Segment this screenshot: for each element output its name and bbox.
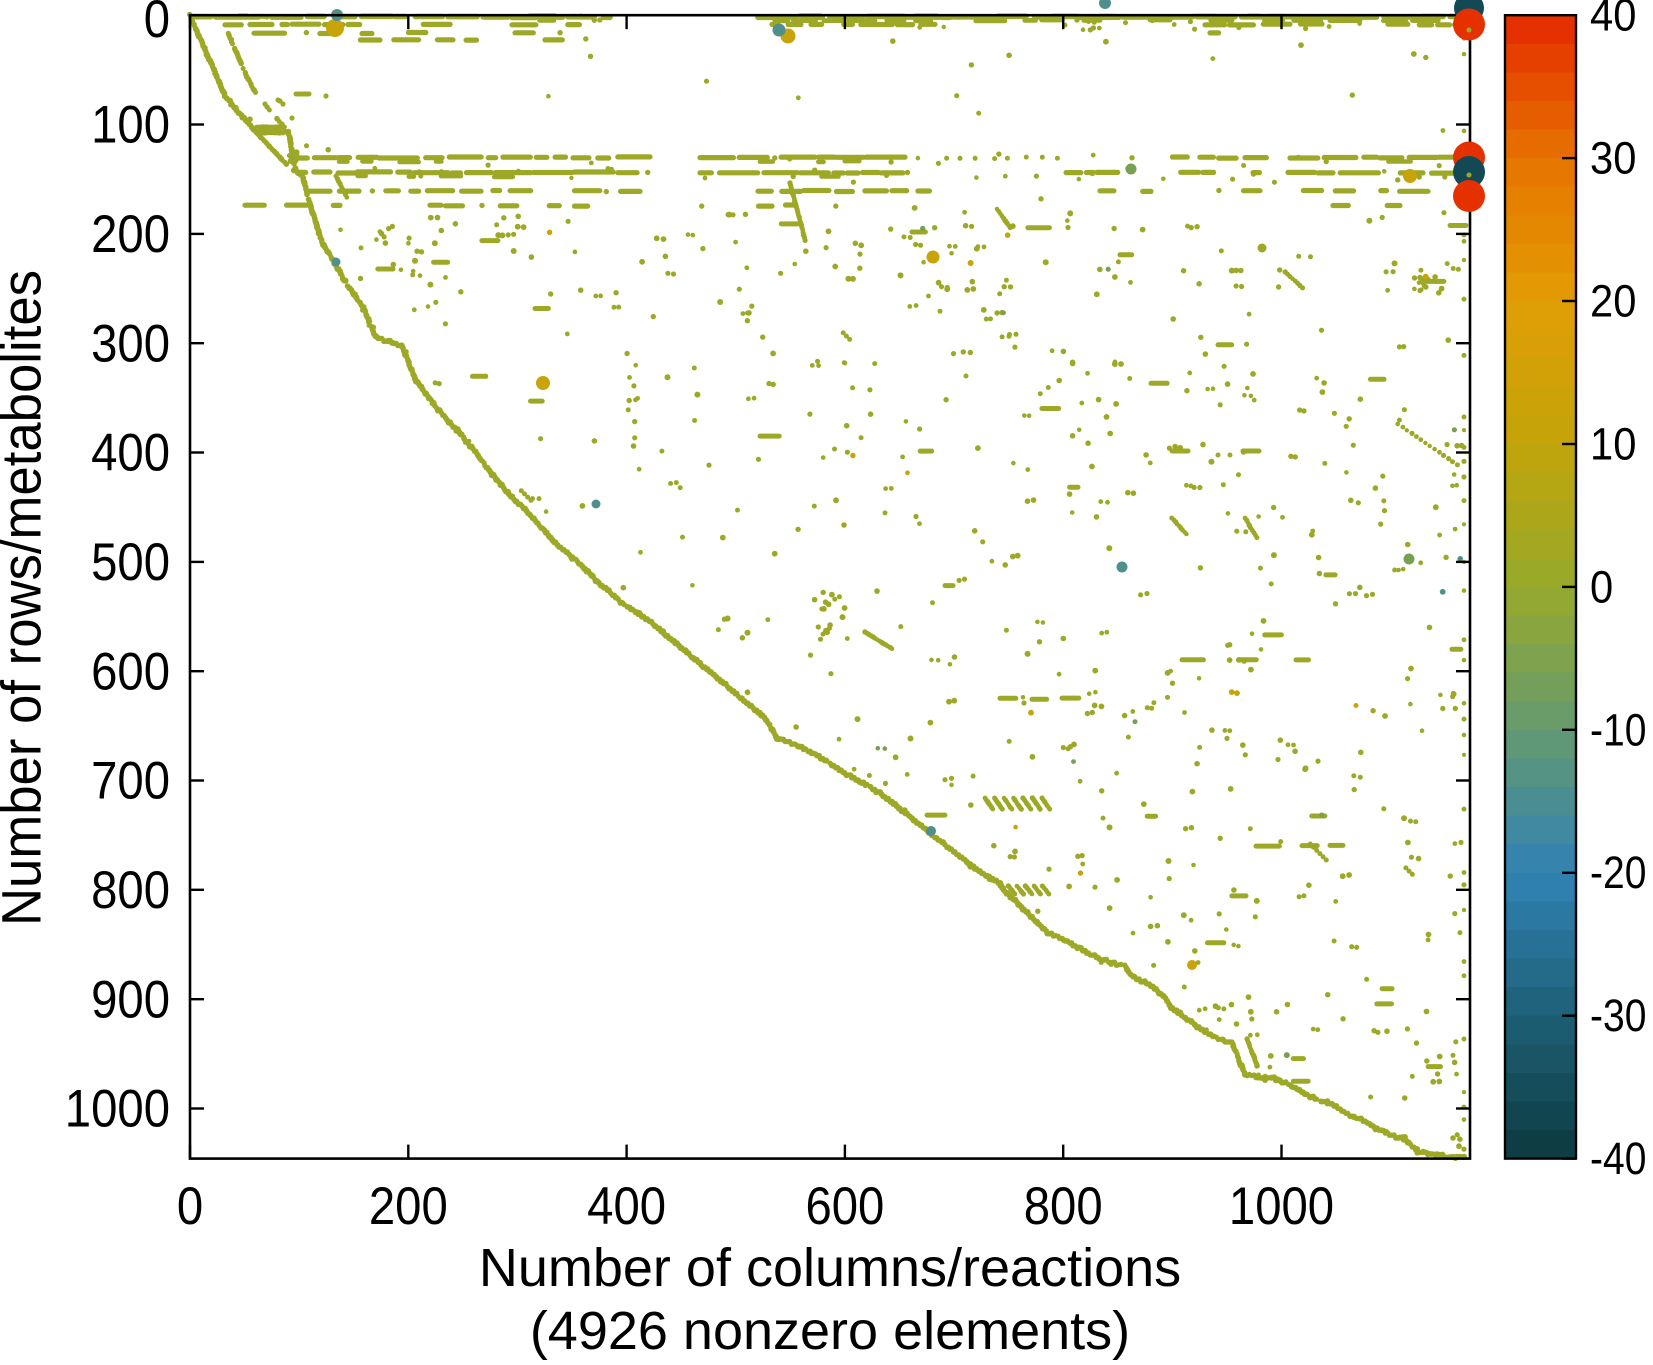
svg-text:600: 600 xyxy=(91,642,170,701)
svg-text:200: 200 xyxy=(91,205,170,264)
svg-text:400: 400 xyxy=(587,1177,666,1236)
svg-text:600: 600 xyxy=(805,1177,884,1236)
svg-text:400: 400 xyxy=(91,424,170,483)
svg-text:800: 800 xyxy=(1024,1177,1103,1236)
svg-text:Number of columns/reactions: Number of columns/reactions xyxy=(479,1238,1181,1298)
svg-text:1000: 1000 xyxy=(65,1080,170,1139)
svg-text:20: 20 xyxy=(1590,276,1636,327)
svg-text:-30: -30 xyxy=(1590,990,1646,1041)
svg-text:0: 0 xyxy=(144,0,170,49)
svg-text:Number of rows/metabolites: Number of rows/metabolites xyxy=(0,270,53,926)
svg-text:0: 0 xyxy=(1590,561,1613,612)
svg-text:700: 700 xyxy=(91,752,170,811)
svg-text:10: 10 xyxy=(1590,419,1636,470)
svg-text:1000: 1000 xyxy=(1229,1177,1334,1236)
svg-text:40: 40 xyxy=(1590,0,1636,41)
svg-text:800: 800 xyxy=(91,861,170,920)
svg-text:-40: -40 xyxy=(1590,1133,1646,1184)
svg-text:-10: -10 xyxy=(1590,704,1646,755)
svg-text:900: 900 xyxy=(91,970,170,1029)
svg-text:300: 300 xyxy=(91,314,170,373)
svg-text:30: 30 xyxy=(1590,133,1636,184)
svg-text:100: 100 xyxy=(91,96,170,155)
svg-text:-20: -20 xyxy=(1590,847,1646,898)
svg-text:200: 200 xyxy=(369,1177,448,1236)
svg-text:500: 500 xyxy=(91,533,170,592)
svg-text:0: 0 xyxy=(177,1177,203,1236)
svg-text:(4926 nonzero elements): (4926 nonzero elements) xyxy=(530,1301,1130,1361)
